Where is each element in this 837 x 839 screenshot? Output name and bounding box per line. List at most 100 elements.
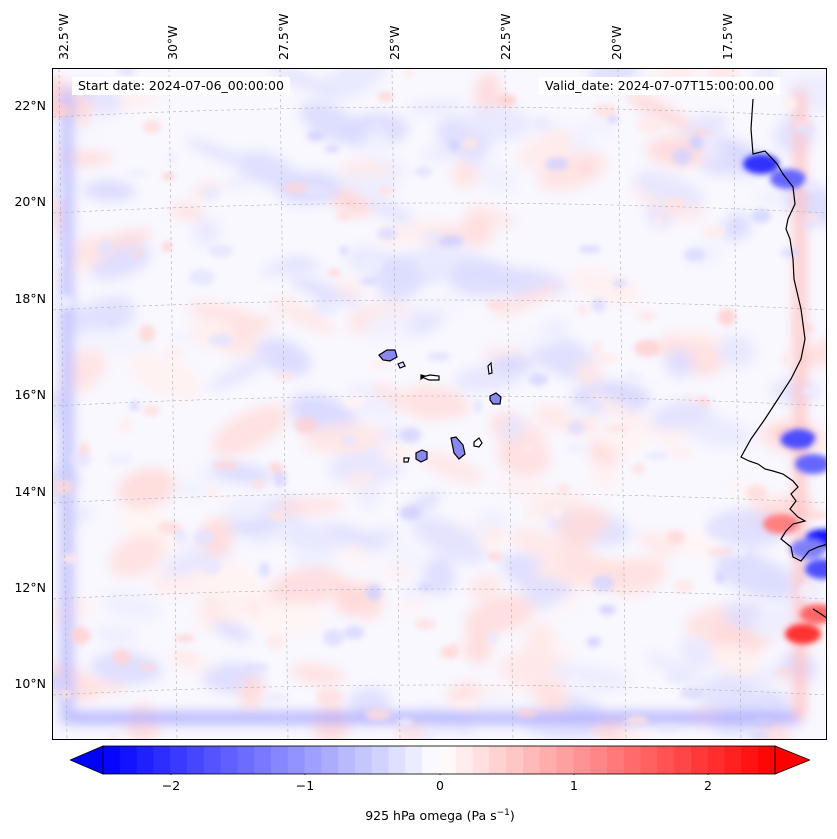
omega-blob-small	[643, 452, 669, 460]
omega-blob	[290, 663, 345, 686]
omega-blob	[411, 515, 486, 564]
omega-blob-small	[359, 255, 384, 273]
omega-blob-small	[792, 119, 812, 128]
colorbar-cell	[203, 746, 222, 774]
omega-blob	[198, 592, 225, 621]
omega-blob-small	[267, 510, 287, 522]
omega-blob-small	[262, 692, 290, 705]
colorbar-cell	[388, 746, 406, 774]
omega-blob-small	[625, 715, 649, 726]
omega-blob-small	[567, 442, 587, 454]
colorbar-cell	[489, 746, 507, 774]
colorbar-cell	[607, 746, 625, 774]
omega-blob-small	[108, 734, 118, 739]
omega-blob	[575, 360, 604, 387]
omega-blob-small	[243, 664, 270, 671]
omega-blob-small	[415, 618, 437, 630]
coastal-omega-feature	[743, 154, 779, 174]
omega-blob-small	[372, 119, 385, 133]
omega-blob-small	[631, 463, 646, 475]
omega-blob-small	[666, 530, 685, 544]
omega-blob-small	[588, 684, 614, 695]
omega-blob	[451, 160, 478, 189]
omega-blob	[169, 203, 205, 220]
omega-blob-small	[377, 91, 394, 102]
colorbar-tick-minus1: −1	[295, 778, 315, 793]
omega-blob	[252, 601, 324, 636]
omega-blob-small	[801, 387, 819, 395]
omega-blob-small	[672, 147, 692, 166]
omega-blob-small	[489, 526, 502, 539]
omega-blob-small	[404, 70, 414, 78]
coastal-omega-feature	[770, 169, 806, 189]
omega-blob-small	[692, 129, 712, 136]
omega-blob-small	[157, 521, 181, 535]
omega-blob	[715, 551, 794, 598]
colorbar-cell	[405, 746, 423, 774]
lon-label-30w: 30°W	[165, 25, 180, 60]
parallel-gridline	[53, 395, 826, 407]
omega-blob-small	[804, 221, 814, 229]
omega-blob-small	[54, 294, 75, 310]
colorbar-cell	[573, 746, 591, 774]
omega-blob-small	[142, 404, 161, 417]
omega-blob-small	[131, 249, 143, 258]
omega-blob-small	[61, 553, 80, 564]
omega-blob-small	[545, 157, 569, 171]
omega-blob-small	[272, 469, 287, 488]
colorbar-cell	[287, 746, 306, 774]
omega-blob	[117, 468, 176, 509]
omega-blob	[273, 497, 344, 516]
omega-blob-small	[473, 400, 483, 413]
omega-blob-small	[118, 416, 133, 434]
omega-blob	[665, 348, 694, 378]
colorbar-cell	[237, 746, 255, 774]
omega-blob-small	[193, 529, 215, 546]
boundary-band-bottom	[61, 713, 801, 723]
omega-blob	[787, 74, 826, 115]
omega-blob	[371, 383, 439, 422]
omega-blob-small	[556, 483, 571, 495]
colorbar-cell	[590, 746, 608, 774]
omega-blob-small	[315, 307, 339, 315]
omega-blob-small	[316, 688, 344, 706]
omega-blob-small	[112, 648, 132, 665]
colorbar-cell	[153, 746, 171, 774]
start-date-label: Start date: 2024-07-06_00:00:00	[72, 77, 290, 95]
colorbar	[70, 745, 810, 775]
omega-blob-small	[564, 405, 590, 419]
omega-blob-small	[283, 294, 296, 308]
omega-blob	[270, 69, 339, 97]
colorbar-cell	[472, 746, 490, 774]
omega-blob-small	[566, 673, 583, 691]
omega-blob-small	[635, 116, 664, 134]
omega-blob	[680, 114, 729, 138]
omega-blob-small	[70, 626, 91, 645]
colorbar-cell	[506, 746, 524, 774]
omega-blob-small	[53, 479, 74, 495]
valid-date-label: Valid_date: 2024-07-07T15:00:00.00	[539, 77, 781, 95]
island-santiago	[450, 436, 466, 460]
colorbar-cell	[103, 746, 121, 774]
omega-blob	[709, 643, 761, 678]
omega-blob	[230, 499, 271, 522]
omega-blob-small	[365, 708, 392, 721]
omega-blob	[323, 523, 388, 547]
omega-blob	[335, 279, 365, 299]
omega-blob-small	[683, 248, 707, 262]
omega-blob	[801, 337, 826, 368]
omega-blob-small	[591, 340, 601, 355]
boundary-band-right	[795, 89, 805, 719]
omega-blob	[348, 687, 392, 715]
omega-blob-small	[251, 479, 266, 489]
omega-blob-small	[763, 693, 773, 707]
lon-label-27-5w: 27.5°W	[276, 13, 291, 60]
omega-blob-small	[596, 353, 618, 363]
coastal-omega-feature	[790, 539, 826, 559]
colorbar-cell	[271, 746, 289, 774]
omega-blob-small	[174, 650, 197, 665]
omega-blob	[461, 106, 532, 141]
colorbar-min-extend	[70, 745, 104, 775]
omega-blob	[413, 291, 467, 315]
coastal-omega-feature	[805, 559, 826, 579]
